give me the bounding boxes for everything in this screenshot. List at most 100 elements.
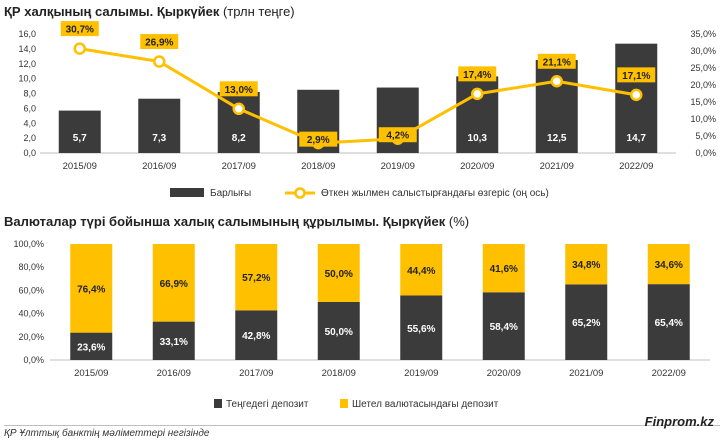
x-tick-label: 2016/09 <box>142 161 176 172</box>
source-note: ҚР Ұлттық банктің мәліметтері негізінде <box>4 428 210 439</box>
bar-tenge-label: 33,1% <box>160 337 188 348</box>
growth-label: 30,7% <box>66 25 94 36</box>
bar-foreign <box>647 244 690 285</box>
bar-foreign <box>482 244 525 293</box>
x-tick-label: 2020/09 <box>487 368 521 379</box>
y2-tick-label: 35,0% <box>690 29 716 39</box>
bar-foreign-label: 34,6% <box>655 260 683 271</box>
bar-value-label: 7,3 <box>152 133 166 144</box>
y-tick-label: 40,0% <box>18 309 44 319</box>
y-tick-label: 20,0% <box>18 332 44 342</box>
bar-foreign <box>565 244 608 285</box>
chart2-title-main: Валюталар түрі бойынша халық салымының қ… <box>4 214 446 229</box>
x-tick-label: 2015/09 <box>74 368 108 379</box>
growth-point <box>630 88 643 102</box>
bar-tenge <box>70 332 113 360</box>
currency-structure-chart: 0,0% 20,0% 40,0% 60,0% 80,0% 100,0% 23,6% 76,4%… <box>13 239 710 410</box>
bar-foreign <box>317 244 360 302</box>
y2-tick-label: 15,0% <box>690 97 716 107</box>
legend-marker-growth <box>294 187 306 199</box>
bar-foreign <box>70 244 113 333</box>
y2-tick-label: 0,0% <box>695 148 716 158</box>
bar-value-label: 12,5 <box>547 133 567 144</box>
growth-point <box>153 55 166 68</box>
bar-tenge-label: 50,0% <box>325 327 353 338</box>
growth-point <box>232 102 245 116</box>
bar-foreign-label: 44,4% <box>407 266 435 277</box>
legend-swatch-total <box>170 188 204 197</box>
legend-label-foreign: Шетел валютасындағы депозит <box>352 399 499 410</box>
x-tick-label: 2015/09 <box>63 161 97 172</box>
bar-value-label: 5,7 <box>73 133 87 144</box>
bar-tenge <box>647 284 690 360</box>
y2-tick-label: 30,0% <box>690 46 716 56</box>
y-tick-label: 16,0 <box>18 29 36 39</box>
chart1-title: ҚР халқының салымы. Қыркүйек (трлн теңге… <box>4 4 295 19</box>
x-tick-label: 2019/09 <box>381 161 415 172</box>
y-tick-label: 10,0 <box>18 74 36 84</box>
growth-line <box>79 47 637 145</box>
x-tick-label: 2018/09 <box>322 368 356 379</box>
growth-label: 17,1% <box>622 71 650 82</box>
bar-tenge <box>565 284 608 360</box>
bar-tenge <box>317 302 360 360</box>
growth-label: 4,2% <box>386 131 409 142</box>
growth-label: 2,9% <box>307 135 330 146</box>
bar-tenge-label: 23,6% <box>77 342 105 353</box>
x-tick-label: 2021/09 <box>569 368 603 379</box>
y-tick-label: 60,0% <box>18 285 44 295</box>
growth-label: 21,1% <box>543 57 571 68</box>
chart2-title: Валюталар түрі бойынша халық салымының қ… <box>4 214 469 229</box>
bar-total <box>58 110 101 153</box>
bar-foreign-label: 50,0% <box>325 269 353 280</box>
growth-label-box <box>537 53 576 69</box>
growth-point <box>550 75 563 88</box>
y-tick-label: 80,0% <box>18 262 44 272</box>
bar-total <box>138 98 181 153</box>
deposits-chart: 0,0 2,0 4,0 6,0 8,0 10,0 12,0 14,0 16,0 0,0% 5,0% 1… <box>18 21 716 199</box>
bar-tenge-label: 55,6% <box>407 324 435 335</box>
y-tick-label: 4,0 <box>23 118 36 128</box>
bar-value-label: 14,7 <box>627 133 647 144</box>
x-tick-label: 2022/09 <box>652 368 686 379</box>
growth-label: 13,0% <box>225 85 253 96</box>
bar-tenge-label: 58,4% <box>490 322 518 333</box>
chart2-title-unit: (%) <box>448 214 470 229</box>
growth-label-box <box>60 21 99 37</box>
bar-value-label: 10,3 <box>468 133 488 144</box>
legend-swatch-foreign <box>340 399 348 408</box>
bar-tenge <box>482 292 525 360</box>
bar-foreign-label: 34,8% <box>572 260 600 271</box>
legend-label-total: Барлығы <box>210 188 251 199</box>
y-tick-label: 2,0 <box>23 133 36 143</box>
bar-foreign <box>400 244 443 296</box>
legend-label-growth: Өткен жылмен салыстырғандағы өзгеріс (оң… <box>321 188 549 199</box>
chart1-title-main: ҚР халқының салымы. Қыркүйек <box>4 4 220 19</box>
y2-tick-label: 10,0% <box>690 114 716 124</box>
y-tick-label: 12,0 <box>18 59 36 69</box>
y2-tick-label: 20,0% <box>690 80 716 90</box>
x-tick-label: 2021/09 <box>540 161 574 172</box>
bar-tenge <box>400 295 443 360</box>
growth-label-box <box>299 131 338 147</box>
bar-foreign <box>235 244 278 311</box>
x-tick-label: 2017/09 <box>222 161 256 172</box>
x-tick-label: 2017/09 <box>239 368 273 379</box>
y-tick-label: 8,0 <box>23 89 36 99</box>
bar-foreign <box>152 244 195 322</box>
x-tick-label: 2018/09 <box>301 161 335 172</box>
bar-tenge-label: 65,4% <box>655 318 683 329</box>
growth-point <box>73 42 86 55</box>
bar-foreign-label: 57,2% <box>242 273 270 284</box>
growth-point <box>471 87 484 101</box>
bar-foreign-label: 76,4% <box>77 284 105 295</box>
bar-tenge-label: 65,2% <box>572 318 600 329</box>
growth-label-box <box>140 34 179 50</box>
chart1-title-unit: (трлн теңге) <box>222 4 295 19</box>
y-tick-label: 14,0 <box>18 44 36 54</box>
y-tick-label: 6,0 <box>23 103 36 113</box>
brand-logo: Finprom.kz <box>644 414 714 429</box>
x-tick-label: 2019/09 <box>404 368 438 379</box>
growth-label-box <box>219 81 258 97</box>
growth-label-box <box>458 66 497 82</box>
